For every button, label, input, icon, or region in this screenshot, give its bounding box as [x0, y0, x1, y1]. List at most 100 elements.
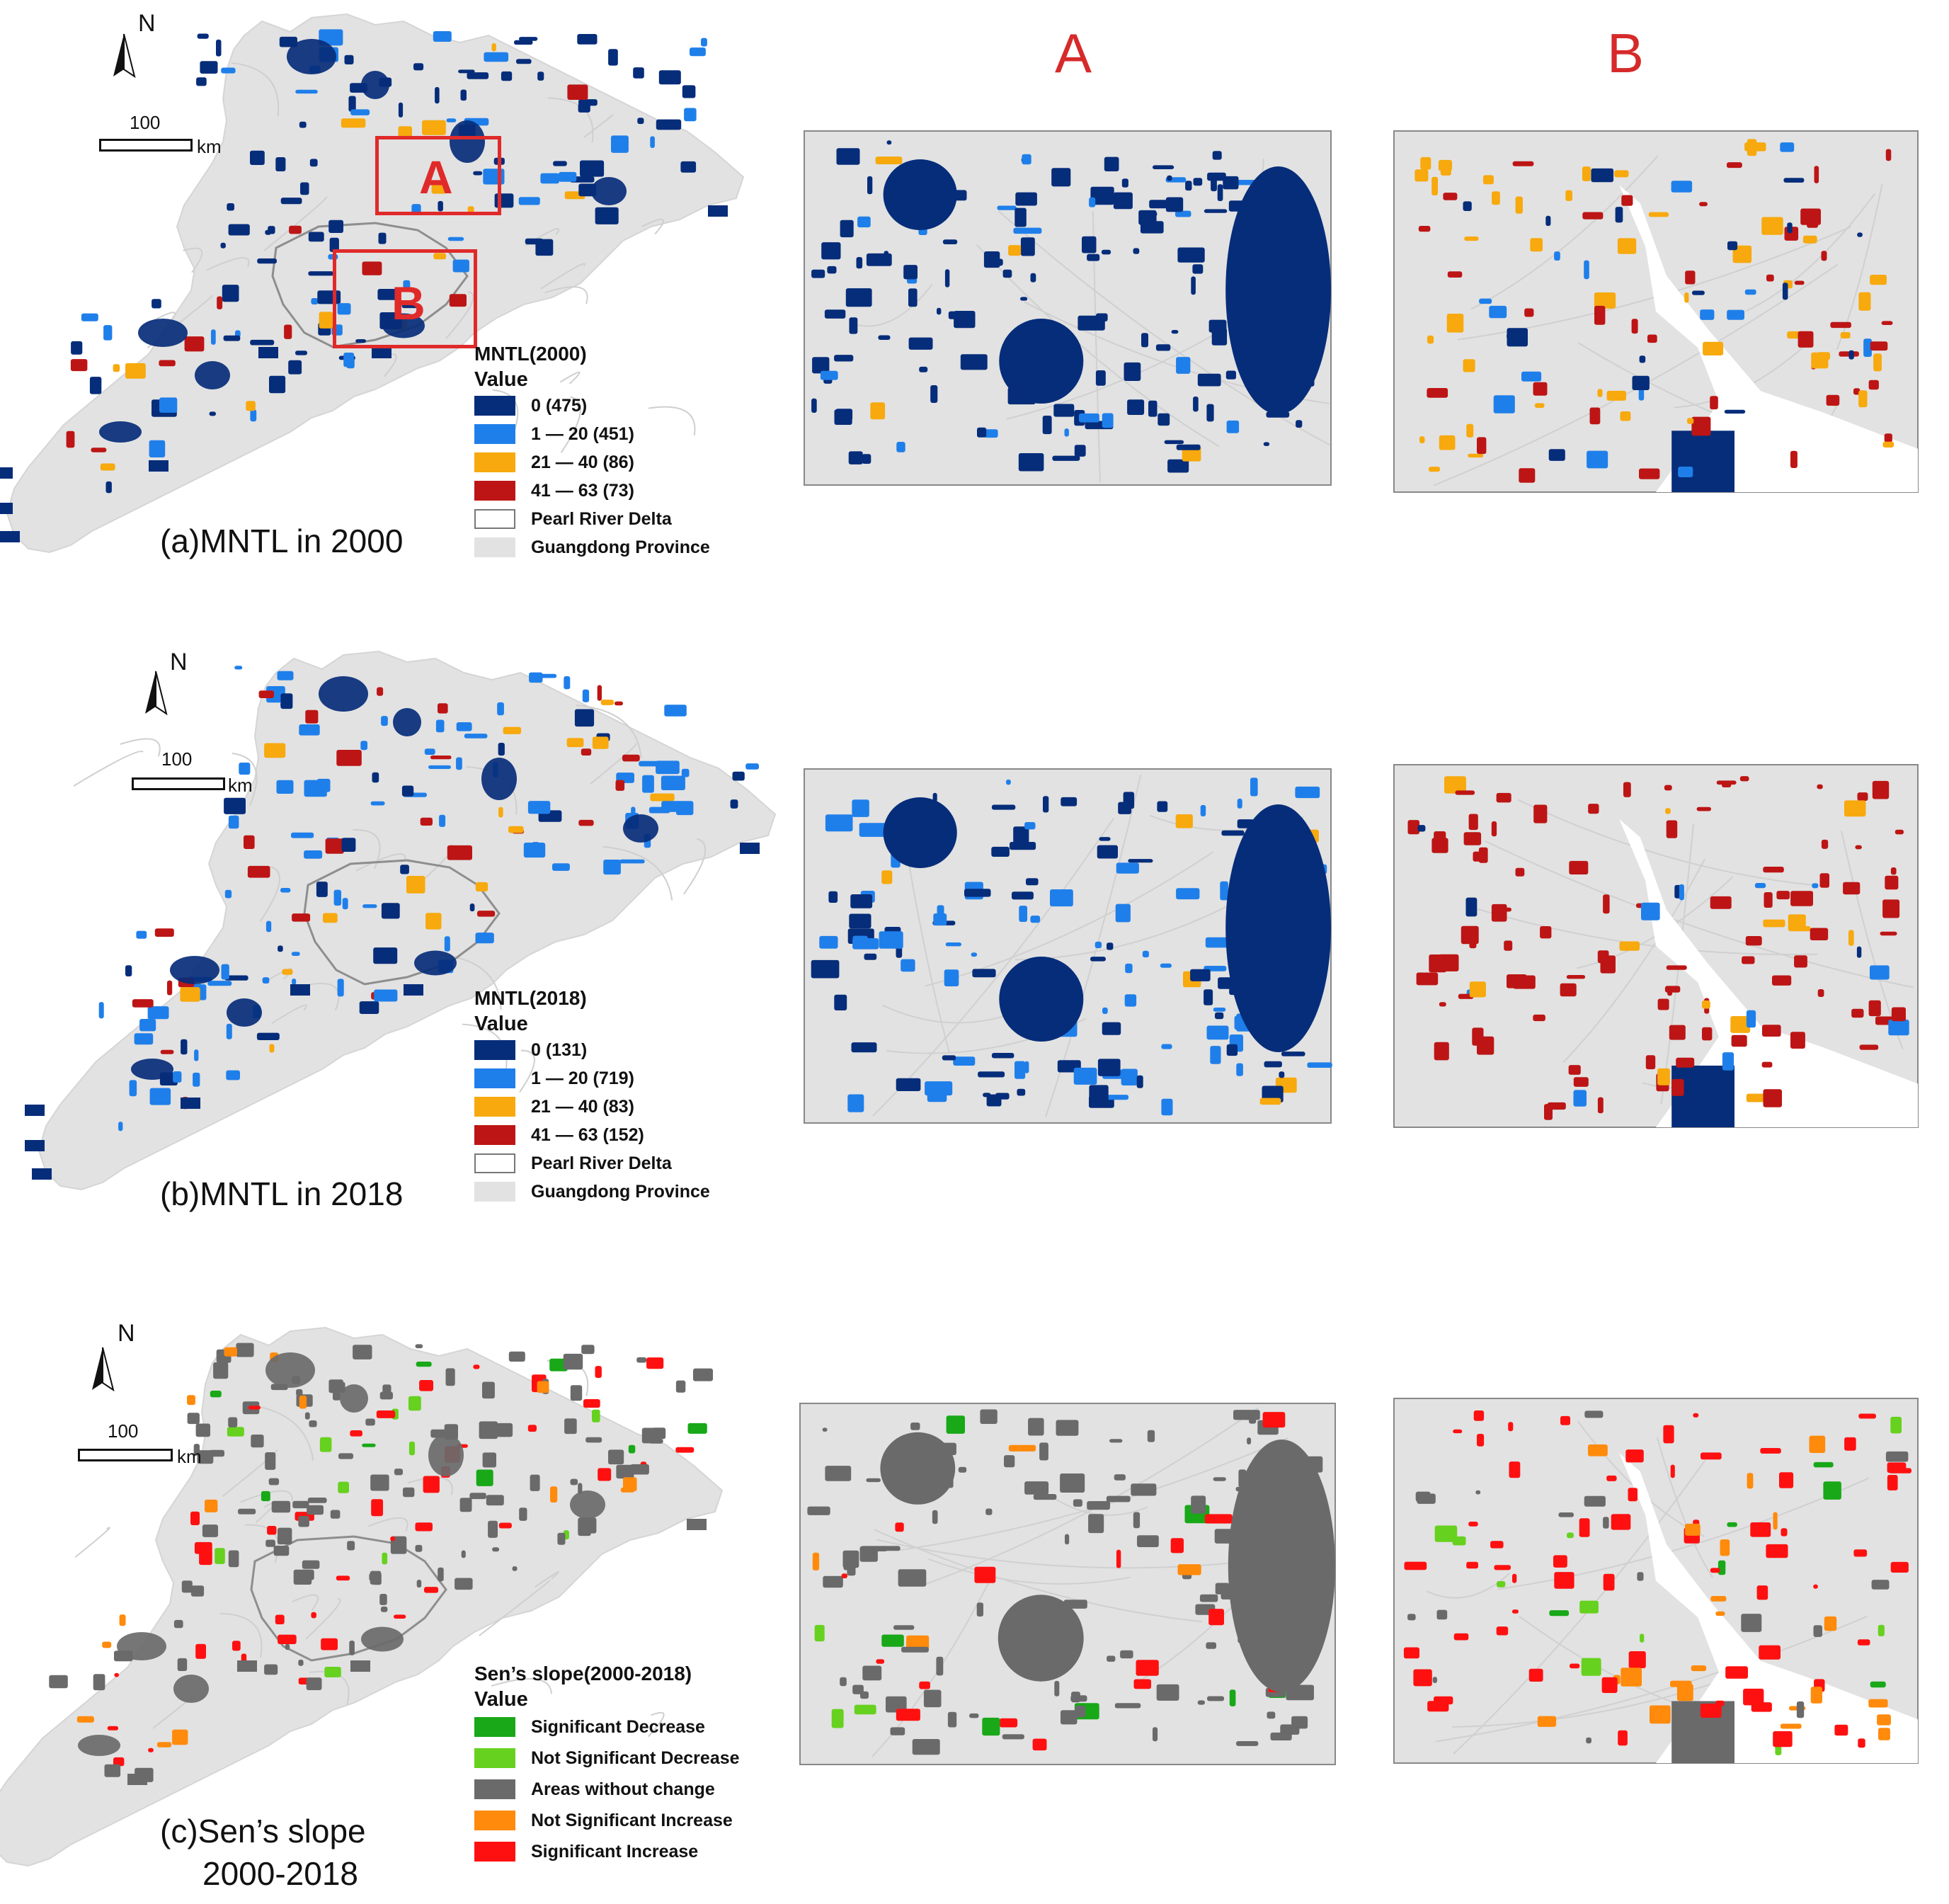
offshore-cell — [404, 984, 423, 996]
county-boundary — [683, 838, 707, 895]
lighting-patch — [1560, 983, 1577, 997]
lighting-patch — [1724, 409, 1746, 414]
lighting-patch — [1509, 1461, 1521, 1478]
inset-box-a — [375, 136, 501, 215]
lighting-cluster — [382, 313, 425, 338]
lighting-patch — [276, 780, 294, 794]
inset-boundary — [1745, 193, 1876, 312]
lighting-patch — [1826, 394, 1840, 406]
lighting-patch — [1743, 1688, 1764, 1706]
legend-swatch — [474, 1040, 515, 1060]
lighting-patch — [845, 288, 872, 307]
lighting-patch — [1691, 416, 1711, 436]
county-boundary — [268, 968, 292, 981]
inset-a-2018 — [804, 768, 1332, 1124]
lighting-patch — [325, 838, 344, 854]
lighting-patch — [415, 1544, 423, 1552]
lighting-patch — [309, 1420, 317, 1427]
lighting-patch — [1877, 1714, 1891, 1726]
lighting-patch — [1702, 1001, 1710, 1009]
lighting-patch — [1685, 270, 1696, 285]
lighting-patch — [503, 726, 522, 734]
legend-swatch — [474, 1097, 515, 1117]
lighting-patch — [222, 285, 239, 302]
lighting-patch — [250, 409, 257, 422]
county-boundary — [74, 1527, 110, 1558]
inset-a-slope — [799, 1403, 1336, 1765]
lighting-patch — [49, 1675, 68, 1689]
lighting-cluster — [361, 1626, 404, 1652]
lighting-patch — [1553, 1555, 1567, 1568]
lighting-patch — [1489, 305, 1507, 319]
lighting-patch — [1466, 423, 1474, 438]
lighting-cluster — [319, 676, 368, 712]
scale-bar-unit: km — [177, 1446, 202, 1467]
lighting-patch — [1617, 238, 1637, 254]
lighting-patch — [1473, 851, 1487, 862]
lighting-patch — [1167, 175, 1172, 181]
lighting-patch — [825, 814, 853, 832]
lighting-patch — [295, 350, 307, 355]
lighting-patch — [862, 454, 871, 464]
lighting-patch — [559, 171, 577, 182]
lighting-patch — [650, 136, 655, 148]
lighting-patch — [227, 1427, 244, 1437]
legend-item: Not Significant Increase — [474, 1805, 740, 1836]
lighting-patch — [1176, 888, 1200, 900]
legend-label: Guangdong Province — [531, 537, 710, 557]
lighting-patch — [1127, 399, 1145, 415]
lighting-cluster — [265, 1352, 315, 1388]
legend-item: Significant Increase — [474, 1836, 740, 1867]
lighting-patch — [1431, 176, 1438, 195]
lighting-patch — [1819, 873, 1829, 888]
lighting-patch — [701, 38, 707, 47]
lighting-patch — [1043, 796, 1049, 813]
lighting-patch — [1582, 166, 1591, 181]
lighting-patch — [969, 1713, 979, 1718]
lighting-patch — [1787, 222, 1793, 234]
lighting-patch — [980, 1409, 998, 1424]
panel-c-caption-line2: 2000-2018 — [202, 1855, 358, 1892]
lighting-patch — [1185, 181, 1192, 191]
lighting-patch — [1890, 1561, 1909, 1573]
legend-swatch — [474, 537, 515, 557]
lighting-patch — [1164, 440, 1184, 445]
lighting-patch — [1018, 453, 1044, 472]
lighting-cluster — [131, 1059, 173, 1080]
lighting-patch — [348, 96, 356, 112]
lighting-patch — [984, 429, 998, 438]
lighting-patch — [578, 103, 590, 113]
lighting-patch — [416, 1580, 422, 1588]
lighting-patch — [1884, 433, 1892, 443]
lighting-patch — [256, 1032, 280, 1040]
lighting-patch — [224, 797, 246, 814]
lighting-cluster — [1225, 166, 1331, 414]
inset-boundary — [1426, 1573, 1510, 1599]
lighting-cluster — [287, 39, 336, 74]
lighting-patch — [1891, 1007, 1906, 1022]
lighting-patch — [202, 1524, 218, 1537]
lighting-cluster — [393, 708, 421, 736]
inset-a-2000 — [804, 130, 1332, 486]
lighting-patch — [1640, 1634, 1645, 1643]
lighting-patch — [1885, 1451, 1909, 1462]
lighting-patch — [1603, 1573, 1615, 1591]
lighting-patch — [1710, 1568, 1720, 1573]
lighting-patch — [828, 891, 838, 903]
lighting-patch — [1496, 792, 1511, 803]
lighting-patch — [1521, 371, 1542, 382]
lighting-patch — [1745, 936, 1762, 946]
lighting-patch — [1670, 1464, 1675, 1478]
lighting-patch — [1890, 1416, 1902, 1434]
lighting-patch — [1133, 1679, 1151, 1689]
lighting-patch — [1125, 963, 1133, 974]
lighting-patch — [1566, 975, 1586, 979]
lighting-patch — [306, 1677, 322, 1690]
lighting-patch — [880, 1546, 901, 1551]
lighting-patch — [338, 1453, 353, 1459]
lighting-cluster — [998, 1595, 1084, 1682]
lighting-patch — [895, 1522, 904, 1532]
lighting-patch — [1030, 916, 1041, 923]
lighting-patch — [1102, 1007, 1108, 1014]
legend-item: 0 (131) — [474, 1036, 710, 1064]
